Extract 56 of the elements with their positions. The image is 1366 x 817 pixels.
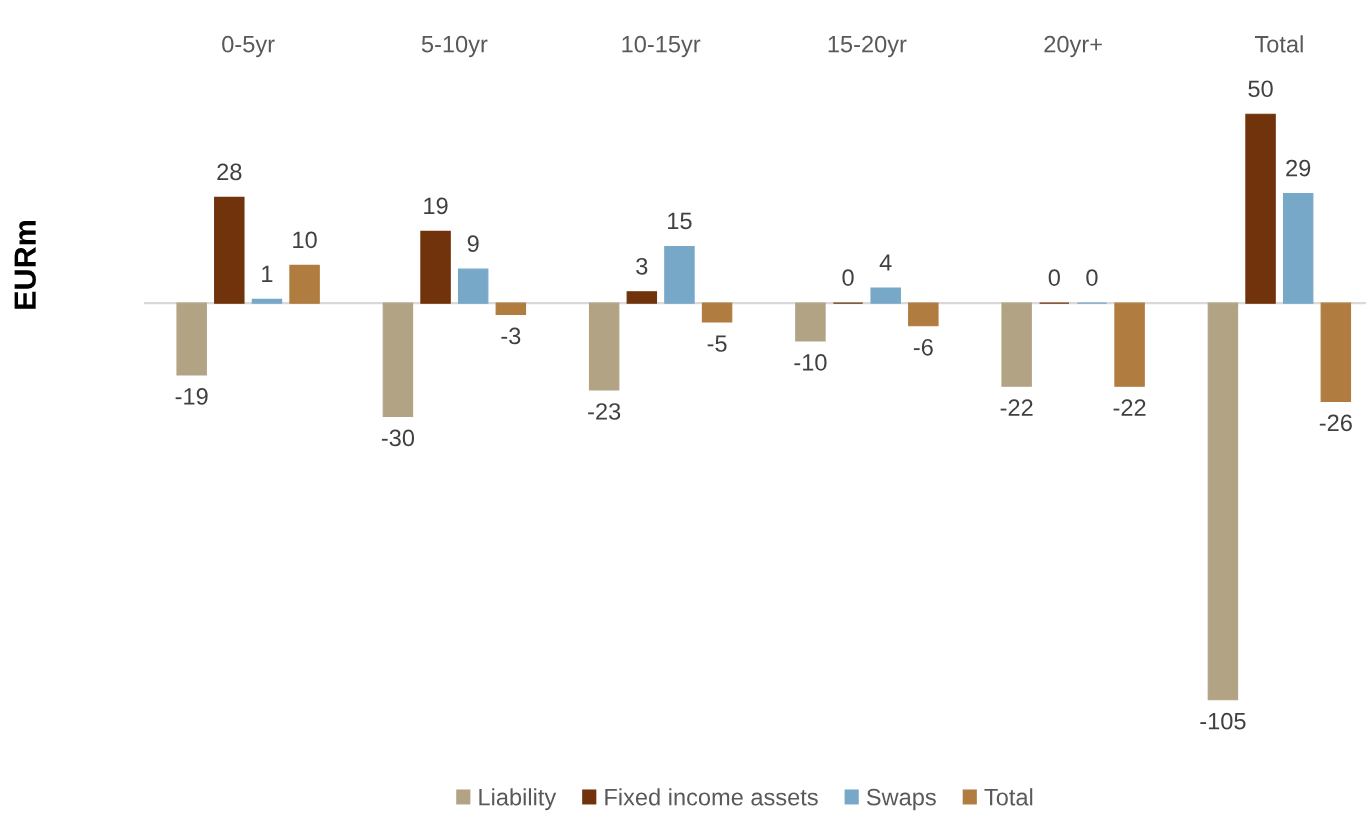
bar xyxy=(795,302,826,342)
data-label: -30 xyxy=(381,429,415,447)
bar xyxy=(701,302,733,323)
data-label: 4 xyxy=(879,254,892,271)
bar xyxy=(1001,302,1032,387)
bar xyxy=(1282,193,1314,304)
data-label: 10 xyxy=(293,231,317,249)
data-label: -105 xyxy=(1200,712,1246,730)
legend-label: Swaps xyxy=(866,788,936,811)
data-label: -3 xyxy=(501,327,521,345)
x-tick-label: 15-20yr xyxy=(828,35,907,58)
bar xyxy=(588,302,620,391)
legend-label: Fixed income assets xyxy=(605,788,818,806)
data-label: -6 xyxy=(913,338,933,356)
bar xyxy=(1320,302,1352,402)
legend-label: Liability xyxy=(479,788,557,811)
bar xyxy=(870,287,901,304)
bar xyxy=(495,302,527,316)
bar xyxy=(908,302,939,327)
bar xyxy=(420,230,451,304)
data-label: -22 xyxy=(1113,399,1146,416)
data-label: 29 xyxy=(1286,159,1311,177)
data-label: 0 xyxy=(1086,269,1098,286)
bar xyxy=(1207,302,1239,701)
data-label: 0 xyxy=(842,269,854,286)
bar xyxy=(382,302,414,417)
data-label: 19 xyxy=(424,197,448,215)
y-axis-title: EURm xyxy=(14,221,36,309)
data-label: -23 xyxy=(588,403,621,420)
x-tick-label: 5-10yr xyxy=(421,35,488,58)
data-label: 9 xyxy=(467,235,479,252)
x-tick-label: 10-15yr xyxy=(622,35,701,58)
bar xyxy=(457,268,489,304)
bar xyxy=(251,298,283,304)
data-label: 0 xyxy=(1048,269,1060,286)
data-label: -26 xyxy=(1319,414,1352,432)
bar xyxy=(1245,113,1276,304)
bar xyxy=(214,196,245,304)
x-tick-label: Total xyxy=(1254,35,1303,53)
bar xyxy=(176,302,207,376)
data-label: -19 xyxy=(175,388,208,405)
data-label: -5 xyxy=(707,335,727,352)
data-label: 15 xyxy=(668,212,692,230)
data-label: -22 xyxy=(1000,399,1033,416)
data-label: 50 xyxy=(1248,80,1273,98)
x-tick-label: 20yr+ xyxy=(1044,35,1102,58)
bar xyxy=(626,291,658,304)
bar xyxy=(1114,302,1145,387)
legend-label: Total xyxy=(984,788,1033,806)
data-label: 1 xyxy=(262,265,273,282)
x-tick-label: 0-5yr xyxy=(222,35,275,58)
data-label: -10 xyxy=(794,354,827,371)
bar xyxy=(664,245,695,304)
data-label: 3 xyxy=(636,257,648,275)
data-label: 28 xyxy=(217,163,242,181)
bar xyxy=(289,264,320,304)
